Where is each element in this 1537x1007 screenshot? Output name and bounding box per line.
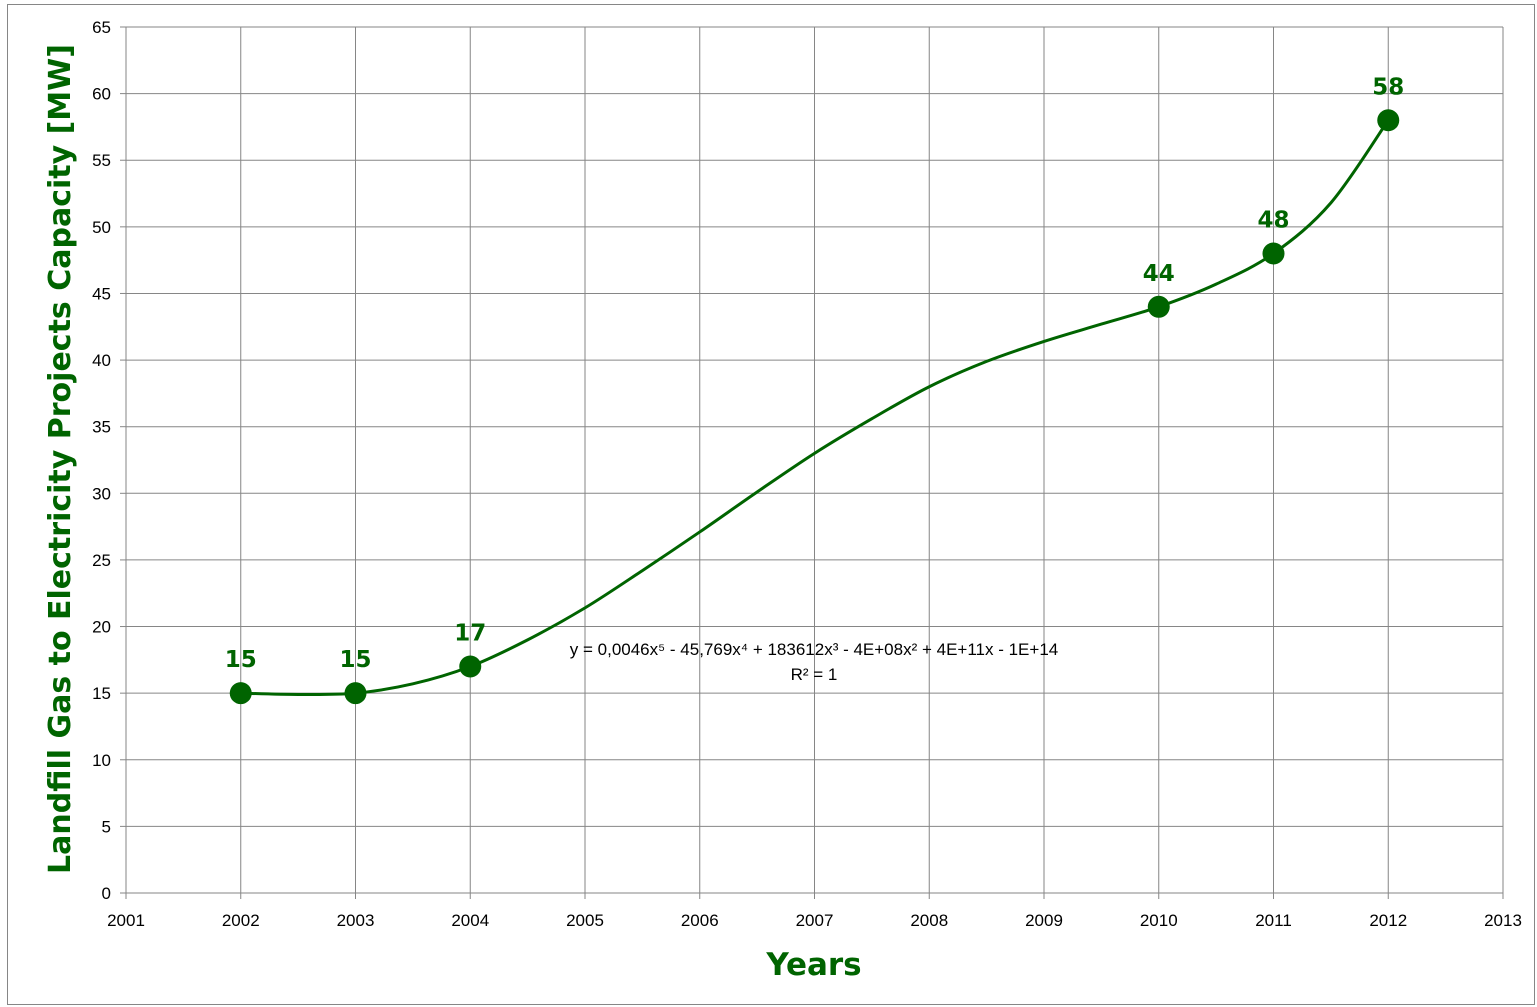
y-tick-label-20: 20 bbox=[92, 618, 111, 637]
x-tick-label-2004: 2004 bbox=[451, 911, 489, 930]
y-tick-labels: 0 5 10 15 20 25 30 35 40 45 50 55 60 65 bbox=[92, 18, 111, 903]
data-label-2004: 17 bbox=[454, 621, 486, 647]
x-tick-label-2010: 2010 bbox=[1140, 911, 1178, 930]
data-point-2010 bbox=[1148, 296, 1170, 318]
data-point-2011 bbox=[1263, 242, 1285, 264]
x-tick-label-2005: 2005 bbox=[566, 911, 604, 930]
gridlines bbox=[126, 27, 1503, 893]
data-point-2002 bbox=[230, 682, 252, 704]
y-tick-label-0: 0 bbox=[102, 884, 111, 903]
x-tick-label-2007: 2007 bbox=[796, 911, 834, 930]
data-label-2003: 15 bbox=[339, 647, 371, 673]
data-label-2011: 48 bbox=[1257, 207, 1289, 233]
y-tick-label-25: 25 bbox=[92, 551, 111, 570]
y-tick-label-35: 35 bbox=[92, 418, 111, 437]
x-tick-label-2002: 2002 bbox=[222, 911, 260, 930]
trendline-equation: y = 0,0046x⁵ - 45,769x⁴ + 183612x³ - 4E+… bbox=[570, 640, 1058, 659]
x-tick-label-2006: 2006 bbox=[681, 911, 719, 930]
x-tick-labels: 2001 2002 2003 2004 2005 2006 2007 2008 2009 2010… bbox=[107, 911, 1522, 930]
y-tick-label-10: 10 bbox=[92, 751, 111, 770]
y-axis-title: Landfill Gas to Electricity Projects Cap… bbox=[43, 44, 78, 874]
y-tick-label-45: 45 bbox=[92, 284, 111, 303]
x-tick-label-2009: 2009 bbox=[1025, 911, 1063, 930]
data-point-2012 bbox=[1377, 109, 1399, 131]
x-tick-label-2008: 2008 bbox=[910, 911, 948, 930]
data-label-2012: 58 bbox=[1372, 74, 1404, 100]
x-tick-label-2003: 2003 bbox=[337, 911, 375, 930]
y-tick-label-40: 40 bbox=[92, 351, 111, 370]
x-tick-label-2001: 2001 bbox=[107, 911, 145, 930]
x-tick-label-2012: 2012 bbox=[1369, 911, 1407, 930]
y-tick-label-60: 60 bbox=[92, 85, 111, 104]
axes bbox=[120, 27, 1503, 899]
trendline-r-squared: R² = 1 bbox=[791, 665, 838, 684]
x-tick-label-2011: 2011 bbox=[1255, 911, 1292, 930]
y-tick-label-65: 65 bbox=[92, 18, 111, 37]
x-tick-label-2013: 2013 bbox=[1484, 911, 1522, 930]
data-point-2004 bbox=[459, 656, 481, 678]
y-tick-label-5: 5 bbox=[102, 817, 111, 836]
data-label-2010: 44 bbox=[1143, 261, 1175, 287]
y-tick-label-50: 50 bbox=[92, 218, 111, 237]
y-tick-label-15: 15 bbox=[92, 684, 111, 703]
data-point-2003 bbox=[345, 682, 367, 704]
x-axis-title: Years bbox=[765, 947, 861, 983]
data-label-2002: 15 bbox=[225, 647, 257, 673]
y-tick-label-30: 30 bbox=[92, 484, 111, 503]
y-tick-label-55: 55 bbox=[92, 151, 111, 170]
